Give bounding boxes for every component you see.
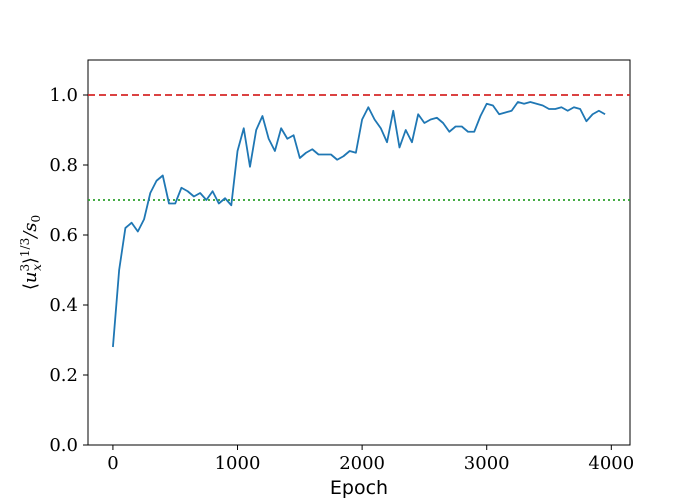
y-label-symbol: u (20, 272, 41, 284)
svg-text:⟨u3x⟩1/3/s0: ⟨u3x⟩1/3/s0 (18, 215, 44, 290)
y-tick-label: 1.0 (49, 85, 78, 106)
y-label-divisor: /s (20, 222, 41, 239)
y-label-subscript: x (30, 264, 44, 271)
reference-lines (88, 94, 630, 201)
x-tick-label: 3000 (464, 453, 510, 474)
plot-area-frame (87, 59, 631, 446)
y-axis-ticks: 0.0 0.2 0.4 0.6 0.8 1.0 (49, 85, 88, 456)
series-line-0 (112, 101, 606, 348)
x-axis-ticks: 0 1000 2000 3000 4000 (107, 445, 634, 474)
y-axis-label: ⟨u3x⟩1/3/s0 (18, 215, 44, 290)
y-tick-label: 0.2 (49, 365, 78, 386)
x-tick-label: 2000 (339, 453, 385, 474)
y-tick-label: 0.8 (49, 155, 78, 176)
y-label-exponent: 3 (18, 264, 32, 272)
y-tick-label: 0.4 (49, 295, 78, 316)
x-axis-label: Epoch (330, 477, 388, 499)
y-label-open-bracket: ⟨ (20, 283, 41, 290)
y-label-power: 1/3 (18, 238, 32, 257)
series-group (112, 101, 606, 348)
y-label-divisor-subscript: 0 (29, 215, 43, 223)
x-tick-label: 0 (107, 453, 118, 474)
x-tick-label: 4000 (588, 453, 634, 474)
y-tick-label: 0.6 (49, 225, 78, 246)
y-tick-label: 0.0 (49, 435, 78, 456)
y-label-close-bracket: ⟩ (20, 257, 41, 264)
x-tick-label: 1000 (215, 453, 261, 474)
